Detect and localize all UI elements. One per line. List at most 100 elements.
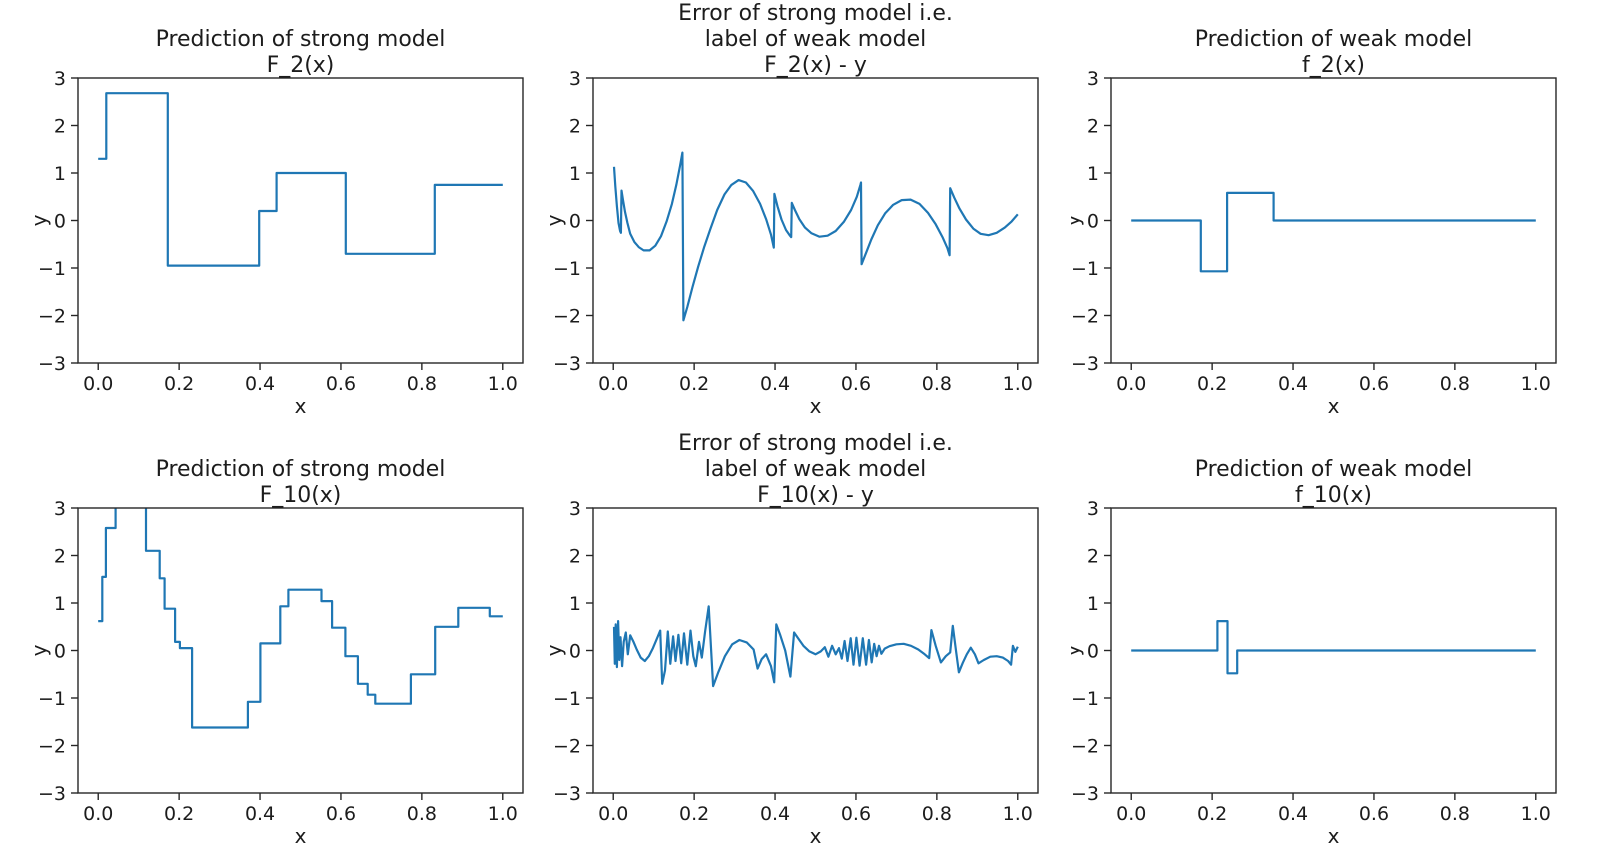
y-tick-label: −2 (553, 735, 581, 757)
y-tick-label: −2 (38, 735, 66, 757)
subplot-title-line: label of weak model (705, 27, 927, 52)
subplot-title-line: Prediction of strong model (156, 457, 446, 482)
y-tick-label: 1 (569, 163, 581, 185)
y-tick-label: −1 (38, 258, 66, 280)
series-line (1130, 620, 1536, 675)
subplot-cell-error-F10: 0.0 0.2 0.4 0.6 0.8 1.0 3 2 1 0 −1 −2 −3 Error of str… (535, 430, 1070, 860)
y-tick-label: 3 (569, 68, 581, 90)
x-tick-label: 0.8 (922, 373, 952, 395)
y-tick-label: 1 (54, 163, 66, 185)
subplot-title-line: Error of strong model i.e. (678, 431, 953, 456)
x-tick-label: 1.0 (1520, 373, 1550, 395)
axes-spines (1109, 77, 1557, 364)
y-axis-label: y (542, 644, 566, 656)
y-axis-label: y (1071, 644, 1084, 656)
y-axis-label: y (27, 214, 51, 226)
x-tick-label: 0.0 (1116, 373, 1146, 395)
y-tick-label: −1 (553, 688, 581, 710)
x-tick-label: 1.0 (1003, 803, 1033, 825)
y-tick-label: 0 (54, 641, 66, 663)
series-line (98, 92, 503, 267)
subplot-title-line: label of weak model (705, 457, 927, 482)
x-tick-label: 0.6 (1359, 803, 1389, 825)
axes-spines (592, 507, 1040, 794)
subplot-title-line: F_2(x) - y (764, 53, 867, 78)
subplot-cell-weak-model-f2: 0.0 0.2 0.4 0.6 0.8 1.0 3 2 1 0 −1 −2 −3 Prediction o… (1071, 0, 1606, 430)
x-tick-label: 0.2 (164, 803, 194, 825)
x-tick-label: 0.6 (841, 803, 871, 825)
subplot-cell-error-F2: 0.0 0.2 0.4 0.6 0.8 1.0 3 2 1 0 −1 −2 −3 Error of str… (535, 0, 1070, 430)
x-tick-label: 0.8 (407, 373, 437, 395)
subplot-weak-model-f10: 0.0 0.2 0.4 0.6 0.8 1.0 3 2 1 0 −1 −2 −3 Prediction o… (1071, 457, 1557, 848)
y-tick-label: 2 (1087, 546, 1099, 568)
x-axis-label: x (810, 824, 822, 848)
x-axis-label: x (295, 394, 307, 418)
x-tick-label: 0.4 (760, 803, 790, 825)
y-tick-label: 0 (1087, 641, 1099, 663)
x-tick-label: 0.0 (83, 803, 113, 825)
y-tick-label: 3 (1087, 68, 1099, 90)
y-tick-label: −1 (1071, 688, 1099, 710)
x-tick-label: 0.0 (83, 373, 113, 395)
x-tick-label: 0.0 (598, 373, 628, 395)
y-tick-label: 0 (1087, 210, 1099, 232)
subplot-cell-weak-model-f10: 0.0 0.2 0.4 0.6 0.8 1.0 3 2 1 0 −1 −2 −3 Prediction o… (1071, 430, 1606, 860)
x-axis-label: x (1327, 824, 1339, 848)
x-tick-label: 0.2 (1197, 803, 1227, 825)
subplot-error-F2: 0.0 0.2 0.4 0.6 0.8 1.0 3 2 1 0 −1 −2 −3 Error of str… (542, 1, 1040, 418)
y-tick-label: 3 (1087, 498, 1099, 520)
y-axis-label: y (1071, 214, 1084, 226)
subplot-strong-model-F2: 0.0 0.2 0.4 0.6 0.8 1.0 3 2 1 0 −1 −2 −3 Prediction o… (27, 27, 524, 418)
y-tick-label: 1 (569, 593, 581, 615)
x-axis-label: x (1327, 394, 1339, 418)
y-tick-label: 2 (54, 116, 66, 138)
axes-spines (1109, 507, 1557, 794)
x-tick-label: 0.4 (245, 373, 275, 395)
x-tick-label: 0.4 (245, 803, 275, 825)
subplot-title-line: Prediction of weak model (1194, 457, 1472, 482)
y-tick-label: −2 (1071, 735, 1099, 757)
y-tick-label: 0 (569, 210, 581, 232)
y-tick-label: 1 (54, 593, 66, 615)
x-tick-label: 0.6 (1359, 373, 1389, 395)
x-tick-label: 0.4 (1278, 803, 1308, 825)
x-tick-label: 0.6 (841, 373, 871, 395)
axes-spines (592, 77, 1040, 364)
x-axis-label: x (295, 824, 307, 848)
x-tick-label: 0.6 (326, 373, 356, 395)
x-tick-label: 0.8 (407, 803, 437, 825)
subplot-title-line: f_10(x) (1295, 483, 1372, 508)
subplot-error-F10: 0.0 0.2 0.4 0.6 0.8 1.0 3 2 1 0 −1 −2 −3 Error of str… (542, 431, 1040, 848)
x-tick-label: 0.0 (598, 803, 628, 825)
subplot-title-line: Prediction of weak model (1194, 27, 1472, 52)
y-tick-label: −3 (553, 353, 581, 375)
x-tick-label: 0.2 (1197, 373, 1227, 395)
y-tick-label: 2 (54, 546, 66, 568)
series-line (1130, 191, 1536, 273)
y-tick-label: 0 (569, 641, 581, 663)
x-tick-label: 0.0 (1116, 803, 1146, 825)
x-tick-label: 1.0 (488, 803, 518, 825)
subplot-cell-strong-model-F2: 0.0 0.2 0.4 0.6 0.8 1.0 3 2 1 0 −1 −2 −3 Prediction o… (0, 0, 535, 430)
series-line (613, 605, 1020, 688)
y-axis-label: y (542, 214, 566, 226)
x-tick-label: 1.0 (488, 373, 518, 395)
y-tick-label: 1 (1087, 163, 1099, 185)
x-tick-label: 0.8 (1439, 803, 1469, 825)
subplot-weak-model-f2: 0.0 0.2 0.4 0.6 0.8 1.0 3 2 1 0 −1 −2 −3 Prediction o… (1071, 27, 1557, 418)
subplot-title-line: Prediction of strong model (156, 27, 446, 52)
y-tick-label: −1 (1071, 258, 1099, 280)
series-line (98, 508, 503, 729)
plot-area (77, 78, 523, 363)
y-tick-label: 3 (569, 498, 581, 520)
subplot-title-line: F_10(x) - y (757, 483, 874, 508)
y-tick-label: −3 (1071, 783, 1099, 805)
y-tick-label: −3 (38, 353, 66, 375)
subplot-title-line: Error of strong model i.e. (678, 1, 953, 26)
y-tick-label: 0 (54, 210, 66, 232)
plot-area (593, 78, 1039, 363)
y-tick-label: 1 (1087, 593, 1099, 615)
y-tick-label: 2 (569, 546, 581, 568)
y-tick-label: −2 (553, 305, 581, 327)
